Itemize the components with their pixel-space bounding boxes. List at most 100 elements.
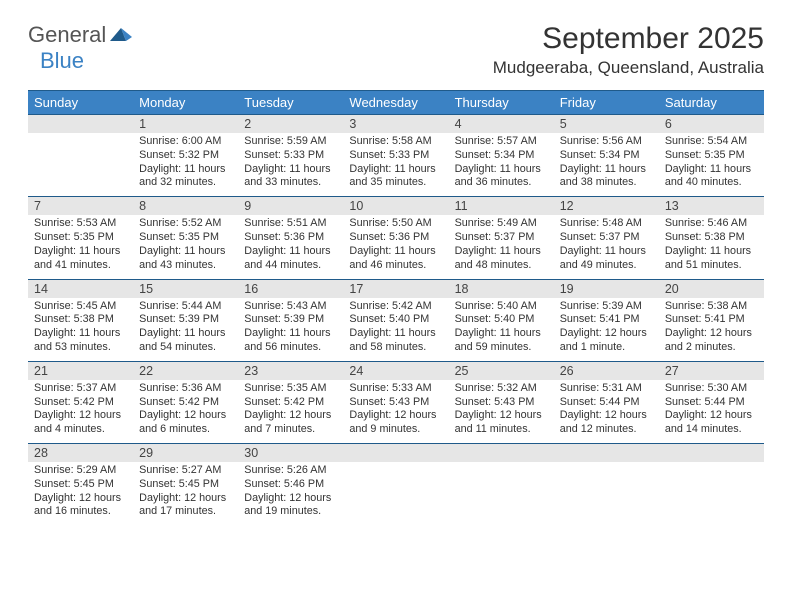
day-number: 26 [554, 362, 659, 380]
day-line: Daylight: 11 hours [244, 245, 337, 259]
day-cell: Sunrise: 5:50 AMSunset: 5:36 PMDaylight:… [343, 215, 448, 278]
day-line: and 48 minutes. [455, 259, 548, 273]
day-line: Daylight: 12 hours [34, 409, 127, 423]
day-line: Daylight: 11 hours [665, 245, 758, 259]
day-line: Sunset: 5:33 PM [349, 149, 442, 163]
day-number: 9 [238, 197, 343, 215]
day-number: 10 [343, 197, 448, 215]
day-line: Sunrise: 5:42 AM [349, 300, 442, 314]
day-header-row: Sunday Monday Tuesday Wednesday Thursday… [28, 91, 764, 114]
day-cell: Sunrise: 5:38 AMSunset: 5:41 PMDaylight:… [659, 298, 764, 361]
day-line: Sunset: 5:40 PM [349, 313, 442, 327]
day-line: and 2 minutes. [665, 341, 758, 355]
daynum-row: 78910111213 [28, 197, 764, 215]
day-cell: Sunrise: 5:32 AMSunset: 5:43 PMDaylight:… [449, 380, 554, 443]
day-cell: Sunrise: 5:56 AMSunset: 5:34 PMDaylight:… [554, 133, 659, 196]
day-header-tue: Tuesday [238, 91, 343, 114]
day-line: Daylight: 12 hours [349, 409, 442, 423]
day-line: Daylight: 12 hours [139, 492, 232, 506]
day-line: Daylight: 11 hours [455, 327, 548, 341]
day-number: 17 [343, 280, 448, 298]
day-line: Sunrise: 5:43 AM [244, 300, 337, 314]
day-line: Sunrise: 5:59 AM [244, 135, 337, 149]
day-line: Sunset: 5:41 PM [665, 313, 758, 327]
day-line: and 53 minutes. [34, 341, 127, 355]
day-line: Daylight: 12 hours [560, 327, 653, 341]
day-line: Sunset: 5:39 PM [244, 313, 337, 327]
day-number: 20 [659, 280, 764, 298]
day-number [449, 444, 554, 462]
day-line: Daylight: 11 hours [349, 327, 442, 341]
day-number: 14 [28, 280, 133, 298]
day-line: Daylight: 11 hours [139, 245, 232, 259]
week: 78910111213Sunrise: 5:53 AMSunset: 5:35 … [28, 196, 764, 278]
daynum-row: 14151617181920 [28, 280, 764, 298]
day-header-thu: Thursday [449, 91, 554, 114]
day-line: Sunrise: 5:32 AM [455, 382, 548, 396]
calendar: Sunday Monday Tuesday Wednesday Thursday… [28, 90, 764, 525]
day-line: Sunset: 5:34 PM [455, 149, 548, 163]
day-line: Daylight: 11 hours [139, 163, 232, 177]
day-line: Daylight: 11 hours [455, 163, 548, 177]
day-line: and 32 minutes. [139, 176, 232, 190]
day-cell: Sunrise: 5:27 AMSunset: 5:45 PMDaylight:… [133, 462, 238, 525]
day-line: Daylight: 11 hours [455, 245, 548, 259]
day-line: and 14 minutes. [665, 423, 758, 437]
day-line: Sunset: 5:38 PM [34, 313, 127, 327]
day-cell: Sunrise: 5:48 AMSunset: 5:37 PMDaylight:… [554, 215, 659, 278]
day-cell: Sunrise: 5:36 AMSunset: 5:42 PMDaylight:… [133, 380, 238, 443]
day-number: 30 [238, 444, 343, 462]
logo: General [28, 22, 136, 48]
day-header-fri: Friday [554, 91, 659, 114]
day-line: and 43 minutes. [139, 259, 232, 273]
day-number: 19 [554, 280, 659, 298]
day-line: Daylight: 12 hours [139, 409, 232, 423]
day-line: Sunrise: 5:31 AM [560, 382, 653, 396]
day-line: Sunset: 5:40 PM [455, 313, 548, 327]
day-cell: Sunrise: 5:58 AMSunset: 5:33 PMDaylight:… [343, 133, 448, 196]
day-line: Daylight: 11 hours [244, 327, 337, 341]
day-line: and 6 minutes. [139, 423, 232, 437]
day-line: and 9 minutes. [349, 423, 442, 437]
day-header-sat: Saturday [659, 91, 764, 114]
day-line: Sunset: 5:38 PM [665, 231, 758, 245]
day-number [659, 444, 764, 462]
day-line: Sunrise: 5:51 AM [244, 217, 337, 231]
day-line: Sunset: 5:44 PM [665, 396, 758, 410]
day-cell: Sunrise: 5:53 AMSunset: 5:35 PMDaylight:… [28, 215, 133, 278]
day-line: Daylight: 11 hours [34, 245, 127, 259]
day-line: Sunrise: 5:45 AM [34, 300, 127, 314]
day-number: 12 [554, 197, 659, 215]
day-line: Daylight: 11 hours [560, 245, 653, 259]
logo-mark-icon [110, 24, 132, 47]
day-header-wed: Wednesday [343, 91, 448, 114]
day-line: Daylight: 12 hours [455, 409, 548, 423]
day-line: Sunrise: 5:52 AM [139, 217, 232, 231]
day-cell [28, 133, 133, 196]
logo-text-blue: Blue [40, 48, 84, 73]
day-line: Daylight: 12 hours [244, 492, 337, 506]
day-line: and 7 minutes. [244, 423, 337, 437]
day-line: Sunset: 5:42 PM [34, 396, 127, 410]
day-line: Sunset: 5:39 PM [139, 313, 232, 327]
day-cell: Sunrise: 5:46 AMSunset: 5:38 PMDaylight:… [659, 215, 764, 278]
day-number: 5 [554, 115, 659, 133]
day-cell: Sunrise: 5:37 AMSunset: 5:42 PMDaylight:… [28, 380, 133, 443]
content-row: Sunrise: 6:00 AMSunset: 5:32 PMDaylight:… [28, 133, 764, 196]
day-number: 11 [449, 197, 554, 215]
day-line: Sunset: 5:44 PM [560, 396, 653, 410]
day-number: 4 [449, 115, 554, 133]
day-line: Sunrise: 5:38 AM [665, 300, 758, 314]
day-line: Sunset: 5:37 PM [560, 231, 653, 245]
day-cell [449, 462, 554, 525]
day-line: and 44 minutes. [244, 259, 337, 273]
day-line: and 12 minutes. [560, 423, 653, 437]
day-line: Daylight: 11 hours [560, 163, 653, 177]
day-cell: Sunrise: 5:59 AMSunset: 5:33 PMDaylight:… [238, 133, 343, 196]
day-cell: Sunrise: 5:44 AMSunset: 5:39 PMDaylight:… [133, 298, 238, 361]
day-line: and 17 minutes. [139, 505, 232, 519]
day-line: Sunrise: 5:46 AM [665, 217, 758, 231]
day-number: 1 [133, 115, 238, 133]
month-title: September 2025 [493, 22, 764, 56]
day-line: and 56 minutes. [244, 341, 337, 355]
